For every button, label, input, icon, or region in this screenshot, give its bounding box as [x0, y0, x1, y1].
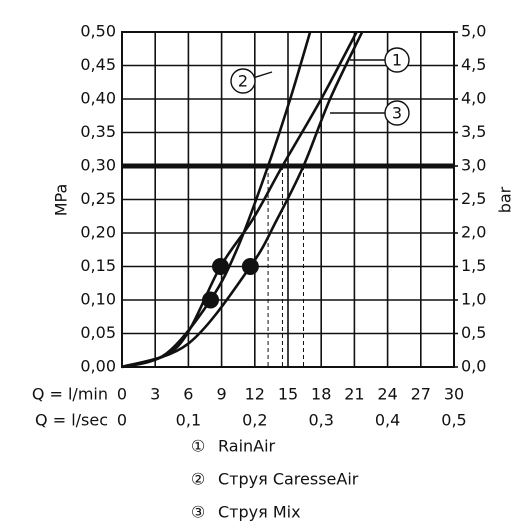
curve — [121, 31, 358, 369]
y2-tick-label: 1,5 — [461, 256, 486, 275]
operating-point — [241, 258, 259, 275]
y-axis-label: MPa — [52, 184, 71, 217]
x2-axis-label: Q = l/sec — [35, 411, 108, 430]
y2-tick-label: 4,0 — [461, 89, 486, 108]
curve — [121, 31, 312, 369]
x-tick-label: 3 — [150, 385, 160, 404]
legend-label: Струя Mix — [218, 503, 301, 522]
x2-tick-label: 0 — [117, 411, 127, 430]
y2-tick-label: 0,0 — [461, 357, 486, 376]
x-tick-label: 9 — [217, 385, 227, 404]
legend-symbol: ① — [191, 437, 205, 456]
x2-tick-label: 0,5 — [441, 411, 466, 430]
y-tick-label: 0,40 — [80, 89, 116, 108]
x-tick-label: 6 — [183, 385, 193, 404]
y2-tick-label: 2,0 — [461, 223, 486, 242]
y2-tick-label: 0,5 — [461, 323, 486, 342]
x-tick-label: 12 — [245, 385, 265, 404]
y2-tick-label: 2,5 — [461, 189, 486, 208]
x-tick-label: 18 — [311, 385, 331, 404]
y2-tick-label: 4,5 — [461, 55, 486, 74]
legend-label: Струя CaresseAir — [218, 470, 359, 489]
y-tick-label: 0,05 — [80, 323, 116, 342]
y-tick-label: 0,10 — [80, 290, 116, 309]
x-tick-label: 30 — [444, 385, 464, 404]
y-tick-label: 0,30 — [80, 156, 116, 175]
y-tick-label: 0,15 — [80, 256, 116, 275]
y2-tick-label: 3,0 — [461, 156, 486, 175]
x-tick-label: 15 — [278, 385, 298, 404]
tag-label: 2 — [238, 72, 248, 91]
x2-tick-label: 0,1 — [176, 411, 201, 430]
x-tick-label: 24 — [377, 385, 397, 404]
y2-tick-label: 1,0 — [461, 290, 486, 309]
tag-circle — [230, 68, 256, 94]
tag-circle — [384, 47, 410, 73]
tag-label: 3 — [392, 104, 402, 123]
plot-border — [121, 31, 455, 368]
curve — [121, 31, 364, 369]
y-tick-label: 0,25 — [80, 189, 116, 208]
x-axis-label: Q = l/min — [32, 385, 108, 404]
x-tick-label: 27 — [411, 385, 431, 404]
x2-tick-label: 0,4 — [375, 411, 400, 430]
tag-label: 1 — [392, 51, 402, 70]
x-tick-label: 0 — [117, 385, 127, 404]
y-tick-label: 0,50 — [80, 22, 116, 41]
y-tick-label: 0,00 — [80, 357, 116, 376]
y2-tick-label: 3,5 — [461, 122, 486, 141]
x2-tick-label: 0,2 — [242, 411, 267, 430]
y2-tick-label: 5,0 — [461, 22, 486, 41]
legend-symbol: ② — [191, 470, 205, 489]
legend-label: RainAir — [218, 437, 276, 456]
y-tick-label: 0,20 — [80, 223, 116, 242]
x2-tick-label: 0,3 — [308, 411, 333, 430]
operating-point — [211, 258, 229, 275]
tag-circle — [384, 100, 410, 126]
y-tick-label: 0,35 — [80, 122, 116, 141]
legend-symbol: ③ — [191, 503, 205, 522]
operating-point — [202, 291, 220, 309]
x-tick-label: 21 — [344, 385, 364, 404]
y2-axis-label: bar — [496, 186, 515, 213]
y-tick-label: 0,45 — [80, 55, 116, 74]
